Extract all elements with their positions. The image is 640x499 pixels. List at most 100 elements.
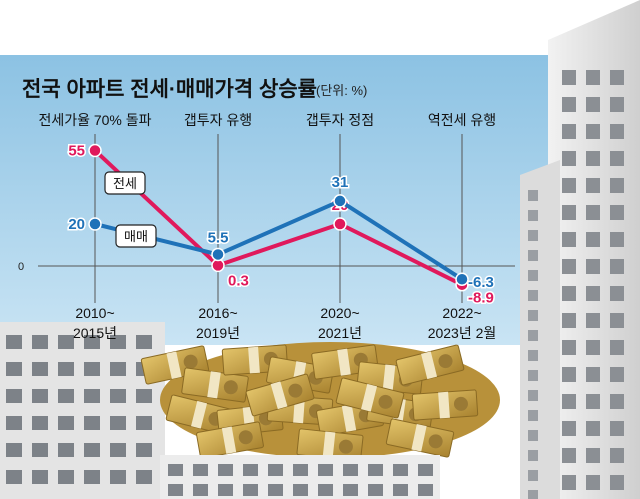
banknote-portrait	[288, 383, 303, 398]
left-window	[6, 416, 22, 430]
tower-window	[528, 310, 538, 321]
left-building-body	[0, 322, 165, 499]
left-window	[84, 335, 100, 349]
bottom-window	[293, 484, 308, 496]
bottom-window	[393, 464, 408, 476]
tower-window	[610, 259, 624, 274]
bundle-band	[207, 371, 221, 399]
tower-window	[586, 448, 600, 463]
tower-window	[528, 230, 538, 241]
tower-window	[562, 178, 576, 193]
sky-background	[0, 55, 560, 345]
left-window	[110, 362, 126, 376]
data-label: 5.5	[208, 229, 229, 246]
left-window	[110, 443, 126, 457]
tower-window	[586, 151, 600, 166]
bottom-window	[318, 484, 333, 496]
money-bundles	[140, 344, 479, 462]
bundle-band	[341, 404, 357, 432]
tower-window	[528, 330, 538, 341]
bottom-window	[393, 484, 408, 496]
tower-window	[528, 250, 538, 261]
tower-window	[610, 367, 624, 382]
left-window	[84, 362, 100, 376]
bottom-window	[318, 464, 333, 476]
left-window	[58, 416, 74, 430]
left-window	[6, 443, 22, 457]
bottom-window	[193, 484, 208, 496]
left-window	[58, 389, 74, 403]
money-bundle	[395, 344, 465, 386]
tower-window	[562, 205, 576, 220]
banknote-portrait	[238, 430, 253, 445]
tower-window	[562, 313, 576, 328]
tower-window	[610, 340, 624, 355]
money-bundle	[385, 418, 455, 458]
tower-window	[586, 340, 600, 355]
legend-tag-label: 매매	[124, 229, 148, 244]
banknote-portrait	[453, 396, 468, 411]
tower-side	[520, 160, 560, 499]
tower-window	[528, 190, 538, 201]
period-annotation: 역전세 유행	[428, 112, 496, 128]
left-window	[136, 335, 152, 349]
chart-unit-note: (단위: %)	[316, 83, 367, 98]
left-window	[32, 389, 48, 403]
banknote-portrait	[378, 394, 393, 409]
left-window	[110, 389, 126, 403]
chart-title: 전국 아파트 전세·매매가격 상승률	[22, 78, 317, 101]
left-window	[84, 443, 100, 457]
left-window	[32, 335, 48, 349]
tower-window	[528, 490, 538, 499]
bottom-window	[368, 464, 383, 476]
period-annotation: 갭투자 유행	[184, 112, 252, 128]
apartment-building-left	[0, 322, 165, 499]
left-window	[58, 443, 74, 457]
tower-window	[610, 313, 624, 328]
money-bundle	[411, 389, 479, 421]
money-bundle	[335, 377, 405, 419]
bottom-window	[418, 464, 433, 476]
tower-window	[528, 410, 538, 421]
x-tick-label: 2015년	[73, 325, 117, 341]
tower-window	[528, 290, 538, 301]
banknote-portrait	[338, 439, 353, 454]
bottom-window	[268, 484, 283, 496]
data-label: 20	[68, 216, 85, 233]
left-window	[136, 470, 152, 484]
tower-window	[586, 205, 600, 220]
tower-window	[586, 421, 600, 436]
x-tick-label: 2022~	[442, 305, 481, 321]
tower-window	[528, 370, 538, 381]
tower-window	[562, 97, 576, 112]
bottom-window	[168, 464, 183, 476]
left-window	[6, 335, 22, 349]
bottom-window	[243, 464, 258, 476]
left-window	[136, 389, 152, 403]
left-window	[58, 470, 74, 484]
left-building-windows	[6, 335, 152, 484]
tower-window	[562, 124, 576, 139]
left-window	[6, 470, 22, 484]
tower-window	[528, 470, 538, 481]
tower-window	[562, 394, 576, 409]
bundle-band	[322, 431, 336, 459]
bundle-band	[248, 346, 260, 374]
bottom-window	[193, 464, 208, 476]
tower-window	[562, 475, 576, 490]
tower-window	[610, 124, 624, 139]
bottom-window	[293, 464, 308, 476]
money-pile	[140, 342, 500, 462]
bundle-band	[166, 351, 182, 379]
data-point	[333, 217, 347, 231]
tower-window	[610, 178, 624, 193]
tower-window	[528, 210, 538, 221]
x-tick-label: 2010~	[75, 305, 114, 321]
tower-window	[586, 367, 600, 382]
data-point	[88, 143, 102, 158]
x-tick-label: 2019년	[196, 325, 240, 341]
bottom-window	[218, 484, 233, 496]
tower-window	[586, 70, 600, 85]
data-point	[333, 194, 347, 208]
bundle-band	[411, 424, 427, 452]
